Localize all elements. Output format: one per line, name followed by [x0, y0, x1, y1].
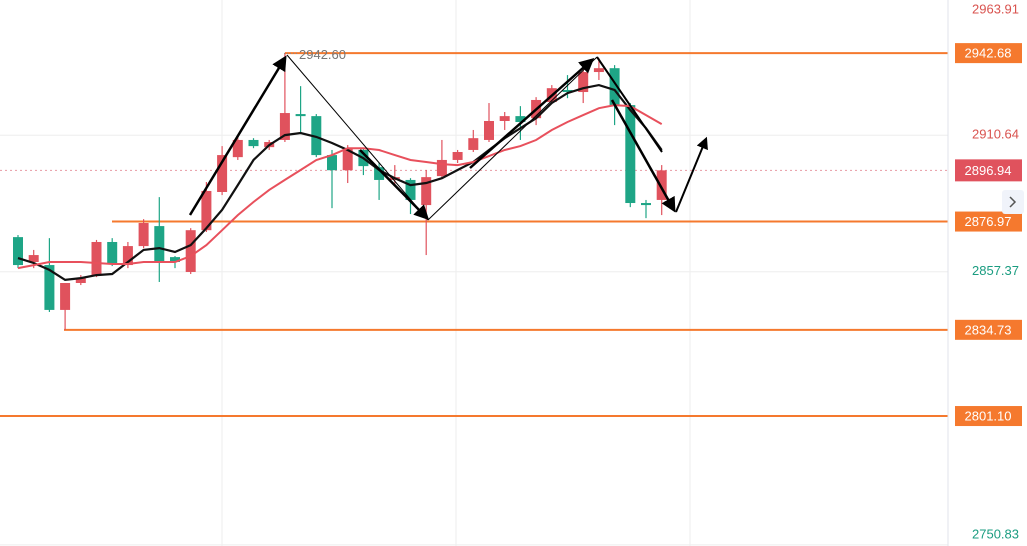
candle-body — [311, 116, 322, 156]
trend-line — [427, 56, 598, 221]
ma-line — [17, 104, 663, 270]
level-label: 2801.10 — [965, 408, 1012, 423]
candle-body — [122, 246, 133, 266]
candle-body — [452, 152, 463, 160]
candle-body — [217, 155, 228, 192]
candle-body — [279, 113, 290, 140]
level-label-box — [955, 43, 1022, 64]
candle-body — [44, 265, 55, 310]
last-price-box — [955, 159, 1022, 182]
trend-arrow — [675, 136, 708, 213]
candle-body — [232, 139, 243, 158]
candle-body — [342, 148, 353, 171]
level-label-box — [955, 211, 1022, 232]
candle-body — [484, 120, 494, 140]
axis-background — [948, 0, 1027, 546]
candle-body — [421, 177, 432, 206]
candle-body — [107, 241, 118, 265]
level-label-box — [955, 319, 1022, 340]
trend-arrow — [188, 55, 287, 216]
price-axis: 2963.91 2910.64 2857.37 2750.83 2942.68 2876.… — [947, 0, 1027, 546]
candle-body — [593, 68, 604, 73]
y-tick-label: 2750.83 — [972, 526, 1019, 541]
candle-body — [515, 116, 526, 123]
candle-body — [641, 203, 651, 206]
candle-body — [154, 226, 165, 262]
candle-body — [374, 167, 385, 180]
candle-body — [138, 223, 149, 247]
level-label: 2876.97 — [965, 214, 1012, 229]
y-tick-label: 2963.91 — [972, 1, 1019, 16]
candle-body — [499, 116, 510, 121]
level-label: 2834.73 — [965, 322, 1012, 337]
candle-body — [327, 155, 337, 171]
trend-arrow — [469, 58, 595, 169]
candle-body — [609, 68, 620, 106]
last-price-label: 2896.94 — [965, 163, 1012, 178]
chevron-icon[interactable] — [1009, 196, 1017, 208]
trend-arrow — [359, 149, 430, 221]
high-marker-label: 2942.60 — [299, 47, 346, 62]
scroll-button-bg[interactable] — [1002, 190, 1024, 214]
candle-body — [295, 114, 306, 117]
grid — [0, 0, 948, 546]
trend-line — [596, 56, 663, 153]
y-tick-label: 2910.64 — [972, 127, 1019, 142]
scroll-button[interactable] — [1002, 190, 1024, 214]
candle-body — [578, 72, 589, 93]
level-label-box — [955, 406, 1022, 427]
candle-body — [60, 282, 71, 310]
candle-body — [91, 241, 102, 276]
candle-body — [248, 139, 259, 147]
candle-body — [75, 278, 86, 283]
drawings — [188, 54, 708, 221]
y-tick-label: 2857.37 — [972, 263, 1019, 278]
candle-body — [170, 257, 180, 262]
candle-body — [562, 89, 573, 93]
candle-body — [436, 159, 447, 177]
trend-line — [286, 54, 429, 221]
candle-body — [185, 230, 196, 272]
candle-body — [468, 138, 479, 150]
candle-body — [201, 190, 212, 231]
candle-body — [28, 255, 39, 262]
level-label: 2942.68 — [965, 46, 1012, 61]
candle-body — [625, 105, 636, 204]
candle-body — [13, 237, 23, 266]
trend-arrow — [610, 99, 676, 213]
candle-body — [405, 179, 416, 200]
plot-area: 2942.60 — [0, 47, 948, 418]
candle-body — [656, 170, 667, 200]
